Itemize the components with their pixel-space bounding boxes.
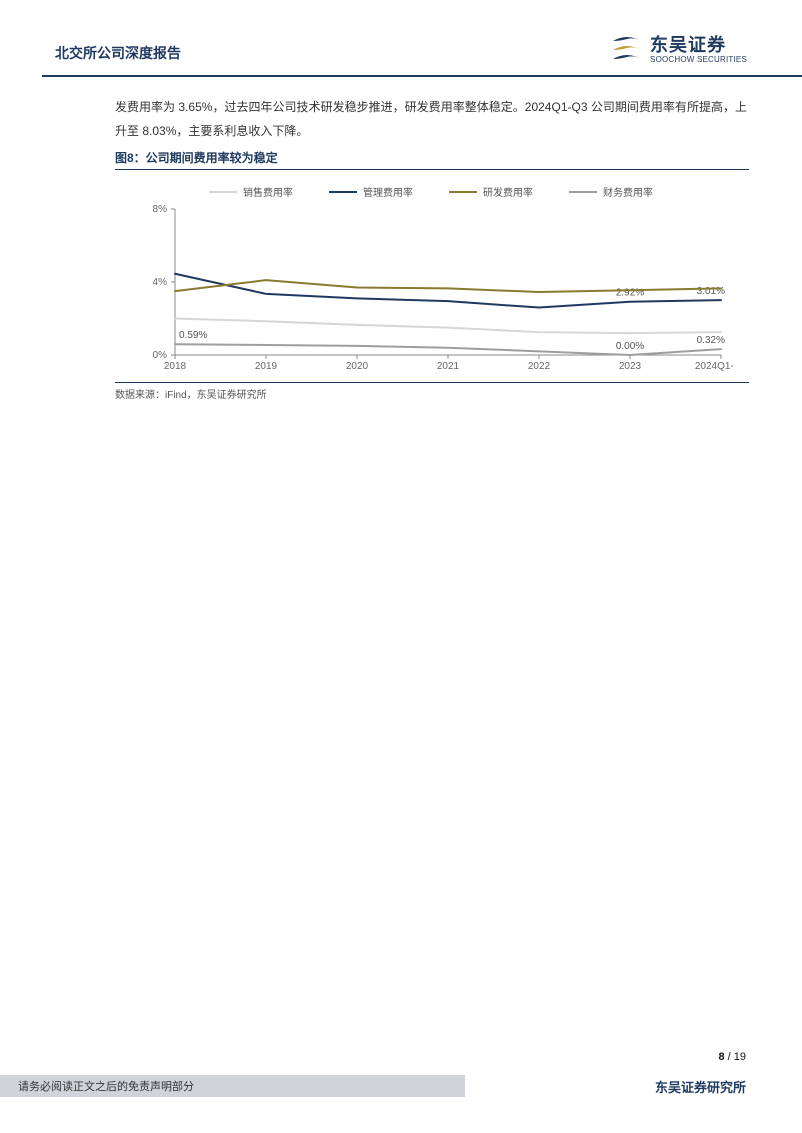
legend-item: 管理费用率 bbox=[329, 184, 413, 199]
legend-item: 财务费用率 bbox=[569, 184, 653, 199]
svg-text:2019: 2019 bbox=[255, 361, 278, 372]
logo-text-en: SOOCHOW SECURITIES bbox=[650, 56, 747, 64]
legend-swatch-icon bbox=[209, 191, 237, 193]
line-chart-svg: 0%4%8%2018201920202021202220232024Q1-Q32… bbox=[125, 205, 733, 375]
header-divider bbox=[42, 75, 802, 77]
logo-text-cn: 东吴证券 bbox=[650, 36, 747, 54]
figure-bottom-divider bbox=[115, 382, 749, 383]
svg-text:2020: 2020 bbox=[346, 361, 369, 372]
legend-item: 研发费用率 bbox=[449, 184, 533, 199]
svg-text:8%: 8% bbox=[153, 205, 168, 215]
report-title: 北交所公司深度报告 bbox=[55, 43, 181, 63]
page-footer: 请务必阅读正文之后的免责声明部分 东吴证券研究所 bbox=[0, 1075, 802, 1097]
svg-text:0.00%: 0.00% bbox=[616, 341, 644, 352]
legend-label: 研发费用率 bbox=[483, 184, 533, 199]
page-total: 19 bbox=[734, 1051, 746, 1063]
body-paragraph: 发费用率为 3.65%，过去四年公司技术研发稳步推进，研发费用率整体稳定。202… bbox=[115, 95, 747, 143]
legend-swatch-icon bbox=[329, 191, 357, 193]
footer-institute: 东吴证券研究所 bbox=[655, 1077, 746, 1096]
figure-divider bbox=[115, 169, 749, 170]
legend-swatch-icon bbox=[449, 191, 477, 193]
expense-rate-chart: 销售费用率 管理费用率 研发费用率 财务费用率 0% 4% 8% 2018 2019 2020 2… bbox=[115, 176, 747, 379]
svg-text:2022: 2022 bbox=[528, 361, 551, 372]
svg-text:2024Q1-Q3: 2024Q1-Q3 bbox=[695, 361, 733, 372]
footer-disclaimer: 请务必阅读正文之后的免责声明部分 bbox=[18, 1078, 194, 1094]
legend-swatch-icon bbox=[569, 191, 597, 193]
svg-text:4%: 4% bbox=[153, 277, 168, 288]
legend-label: 财务费用率 bbox=[603, 184, 653, 199]
chart-legend: 销售费用率 管理费用率 研发费用率 财务费用率 bbox=[125, 184, 737, 199]
figure-source: 数据来源：iFind，东吴证券研究所 bbox=[115, 386, 747, 401]
page-number: 8 / 19 bbox=[718, 1051, 746, 1063]
legend-item: 销售费用率 bbox=[209, 184, 293, 199]
figure-caption: 图8：公司期间费用率较为稳定 bbox=[115, 149, 747, 166]
svg-text:0.32%: 0.32% bbox=[697, 335, 725, 346]
logo-mark-icon bbox=[610, 35, 644, 65]
svg-text:2023: 2023 bbox=[619, 361, 642, 372]
svg-text:0%: 0% bbox=[153, 350, 168, 361]
svg-text:2021: 2021 bbox=[437, 361, 460, 372]
svg-text:0.59%: 0.59% bbox=[179, 330, 207, 341]
legend-label: 销售费用率 bbox=[243, 184, 293, 199]
page-sep: / bbox=[725, 1051, 734, 1063]
page-header: 北交所公司深度报告 东吴证券 SOOCHOW SECURITIES bbox=[55, 35, 747, 65]
company-logo: 东吴证券 SOOCHOW SECURITIES bbox=[610, 35, 747, 65]
legend-label: 管理费用率 bbox=[363, 184, 413, 199]
svg-text:2018: 2018 bbox=[164, 361, 187, 372]
